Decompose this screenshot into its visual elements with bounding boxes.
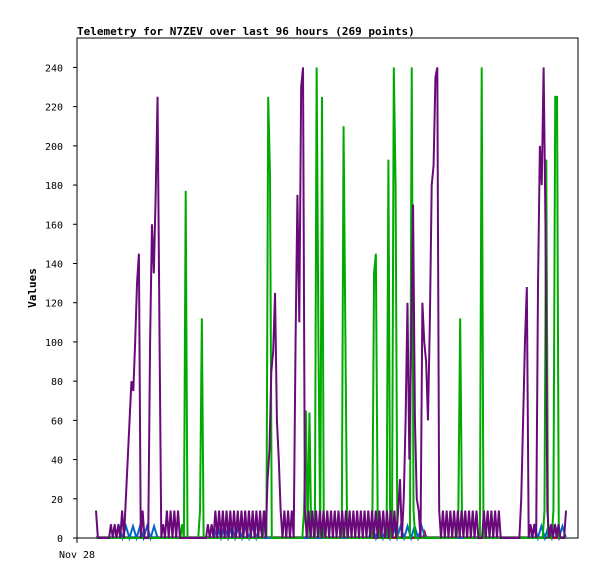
x-axis: Nov 28 (59, 538, 95, 561)
y-tick-label: 140 (45, 259, 63, 270)
y-tick-label: 220 (45, 103, 63, 114)
y-tick-label: 20 (51, 495, 63, 506)
y-tick-label: 0 (57, 534, 63, 545)
series-line-2 (96, 67, 566, 539)
y-tick-label: 120 (45, 299, 63, 310)
plot-frame (76, 37, 579, 539)
y-tick-label: 160 (45, 220, 63, 231)
y-tick-label: 60 (51, 416, 63, 427)
y-tick-label: 240 (45, 63, 63, 74)
y-tick-label: 200 (45, 142, 63, 153)
y-tick-label: 180 (45, 181, 63, 192)
y-tick-label: 100 (45, 338, 63, 349)
x-tick-label: Nov 28 (59, 550, 95, 561)
series-layer (95, 67, 567, 542)
y-tick-label: 80 (51, 377, 63, 388)
y-axis: 0 20 40 60 80 100 120 140 160 180 200 220 240 (45, 63, 77, 545)
chart-title: Telemetry for N7ZEV over last 96 hours (… (77, 25, 415, 38)
series-line-1 (95, 67, 567, 539)
y-tick-label: 40 (51, 456, 63, 467)
y-axis-label: Values (26, 268, 39, 308)
